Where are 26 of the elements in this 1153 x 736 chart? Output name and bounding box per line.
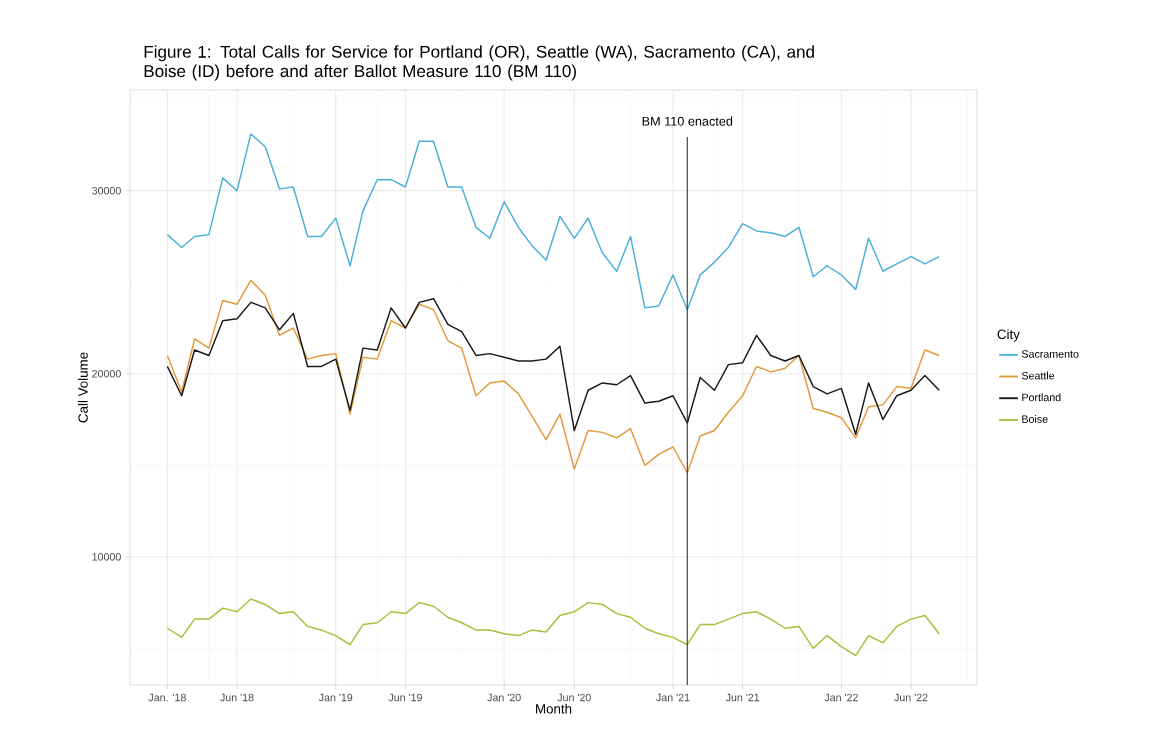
ref-line-label: BM 110 enacted <box>642 116 733 126</box>
legend-label: Boise <box>1022 415 1048 423</box>
x-tick-label: Jun '18 <box>220 693 254 702</box>
legend-title: City <box>997 329 1020 342</box>
x-tick-label: Jun '20 <box>557 693 591 702</box>
y-tick-label: 30000 <box>92 186 121 195</box>
chart-title: Figure 1: Total Calls for Service for Portland (OR), Seattle (WA), Sacramento (CA), and Boise (ID) before and after Ballot Measure 110 (BM 110) <box>144 45 814 81</box>
line-series <box>166 133 940 311</box>
x-tick-label: Jun '21 <box>725 693 760 702</box>
y-tick-label: 10000 <box>92 553 121 561</box>
legend-label: Sacramento <box>1021 350 1079 358</box>
x-tick-label: Jan. '18 <box>148 693 186 702</box>
line-series <box>166 297 940 435</box>
x-axis-title: Month <box>536 703 572 714</box>
x-tick-label: Jan '22 <box>824 693 858 702</box>
legend-label: Seattle <box>1021 371 1055 380</box>
line-series <box>166 279 940 474</box>
x-tick-label: Jan '19 <box>318 693 353 702</box>
legend-label: Portland <box>1022 393 1061 402</box>
y-axis-title: Call Volume <box>78 352 88 423</box>
line-series <box>166 598 940 657</box>
y-tick-label: 20000 <box>92 369 121 378</box>
x-tick-label: Jun '22 <box>894 693 928 702</box>
x-tick-label: Jun '19 <box>388 693 422 702</box>
x-tick-label: Jan '21 <box>656 693 690 702</box>
x-tick-label: Jan '20 <box>487 693 521 702</box>
